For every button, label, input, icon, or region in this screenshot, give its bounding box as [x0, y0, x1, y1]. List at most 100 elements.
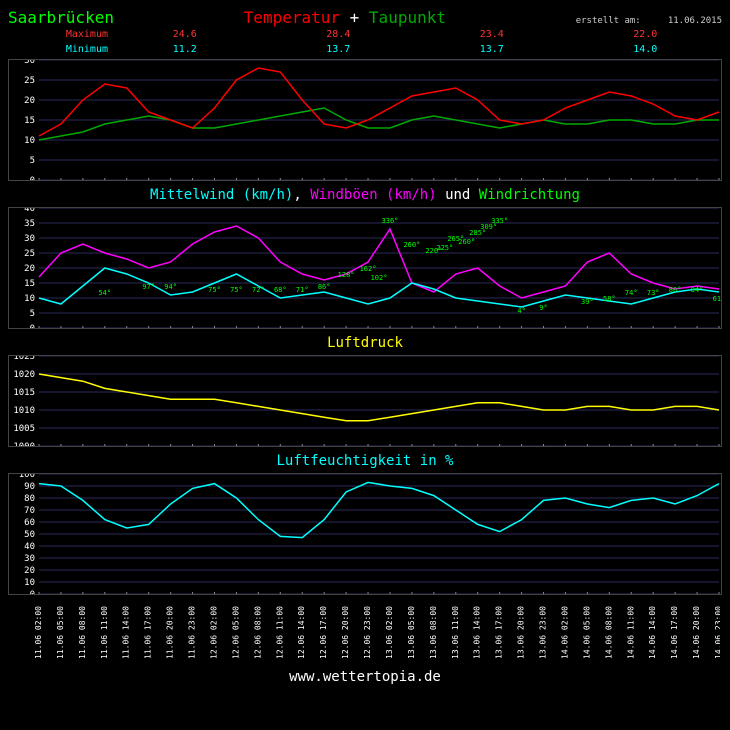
temp-chart: 0 5 10 15 20 25 30 [8, 59, 722, 181]
svg-text:13.06 14:00: 13.06 14:00 [473, 606, 482, 659]
svg-text:0: 0 [30, 176, 35, 180]
svg-text:4°: 4° [517, 307, 525, 315]
created: erstellt am: 11.06.2015 [576, 16, 722, 26]
svg-text:58°: 58° [603, 295, 616, 303]
svg-text:90: 90 [24, 482, 35, 492]
svg-text:14.06 14:00: 14.06 14:00 [648, 606, 657, 659]
svg-text:15: 15 [24, 116, 35, 126]
svg-text:14.06 05:00: 14.06 05:00 [582, 606, 591, 659]
svg-text:11.06 14:00: 11.06 14:00 [122, 606, 131, 659]
svg-text:1025: 1025 [13, 356, 35, 362]
svg-text:100: 100 [19, 474, 35, 480]
stats-max: Maximum 24.628.423.422.0 [8, 29, 722, 40]
svg-text:11.06 11:00: 11.06 11:00 [100, 606, 109, 659]
svg-text:12.06 17:00: 12.06 17:00 [319, 606, 328, 659]
location: Saarbrücken [8, 8, 114, 27]
svg-text:9°: 9° [539, 304, 547, 312]
svg-text:12.06 11:00: 12.06 11:00 [275, 606, 284, 659]
svg-text:25: 25 [24, 249, 35, 259]
svg-text:10: 10 [24, 294, 35, 304]
plus: + [350, 8, 360, 27]
dew-label: Taupunkt [369, 8, 446, 27]
pressure-chart: 1000 1005 1010 1015 1020 1025 [8, 355, 722, 447]
humidity-chart: 0102030405060708090100 [8, 473, 722, 595]
temp-label: Temperatur [244, 8, 340, 27]
svg-text:13.06 20:00: 13.06 20:00 [517, 606, 526, 659]
svg-text:13.06 23:00: 13.06 23:00 [539, 606, 548, 659]
svg-text:5: 5 [30, 156, 35, 166]
svg-text:14.06 17:00: 14.06 17:00 [670, 606, 679, 659]
svg-text:1000: 1000 [13, 442, 35, 446]
svg-text:20: 20 [24, 264, 35, 274]
svg-text:11.06 08:00: 11.06 08:00 [78, 606, 87, 659]
svg-text:75°: 75° [230, 286, 243, 294]
svg-text:102°: 102° [371, 274, 388, 282]
svg-text:68°: 68° [274, 286, 287, 294]
svg-text:12.06 23:00: 12.06 23:00 [363, 606, 372, 659]
svg-text:1015: 1015 [13, 388, 35, 398]
svg-text:11.06 20:00: 11.06 20:00 [166, 606, 175, 659]
svg-text:54°: 54° [98, 289, 111, 297]
stats-min: Minimum 11.213.713.714.0 [8, 44, 722, 55]
svg-text:162°: 162° [360, 265, 377, 273]
svg-text:225°: 225° [436, 244, 453, 252]
svg-text:5: 5 [30, 309, 35, 319]
svg-text:12.06 02:00: 12.06 02:00 [209, 606, 218, 659]
svg-text:73°: 73° [647, 289, 660, 297]
svg-text:94°: 94° [164, 283, 177, 291]
svg-text:86°: 86° [318, 283, 331, 291]
svg-text:35: 35 [24, 219, 35, 229]
svg-text:1020: 1020 [13, 370, 35, 380]
svg-text:336°: 336° [382, 217, 399, 225]
svg-text:30: 30 [24, 60, 35, 66]
svg-text:13.06 11:00: 13.06 11:00 [451, 606, 460, 659]
svg-text:10: 10 [24, 578, 35, 588]
svg-text:12.06 14:00: 12.06 14:00 [297, 606, 306, 659]
svg-text:75°: 75° [208, 286, 221, 294]
svg-text:13.06 05:00: 13.06 05:00 [407, 606, 416, 659]
svg-text:1005: 1005 [13, 424, 35, 434]
svg-text:20: 20 [24, 96, 35, 106]
svg-text:11.06 23:00: 11.06 23:00 [188, 606, 197, 659]
svg-text:15: 15 [24, 279, 35, 289]
x-axis: 11.06 02:0011.06 05:0011.06 08:0011.06 1… [8, 601, 720, 661]
header-center: Temperatur + Taupunkt [114, 8, 576, 27]
svg-text:39°: 39° [581, 298, 594, 306]
svg-text:14.06 20:00: 14.06 20:00 [692, 606, 701, 659]
svg-text:13.06 08:00: 13.06 08:00 [429, 606, 438, 659]
header: Saarbrücken Temperatur + Taupunkt erstel… [8, 8, 722, 27]
svg-text:86°: 86° [669, 286, 682, 294]
svg-text:97°: 97° [142, 283, 155, 291]
svg-text:12.06 20:00: 12.06 20:00 [341, 606, 350, 659]
svg-text:25: 25 [24, 76, 35, 86]
svg-text:260°: 260° [403, 241, 420, 249]
svg-text:12.06 08:00: 12.06 08:00 [253, 606, 262, 659]
svg-text:60: 60 [24, 518, 35, 528]
svg-text:13.06 17:00: 13.06 17:00 [495, 606, 504, 659]
wind-chart: 051015202530354054°97°94°75°75°72°68°71°… [8, 207, 722, 329]
svg-text:20: 20 [24, 566, 35, 576]
svg-text:11.06 05:00: 11.06 05:00 [56, 606, 65, 659]
footer: www.wettertopia.de [8, 669, 722, 685]
svg-text:335°: 335° [491, 217, 508, 225]
svg-text:30: 30 [24, 554, 35, 564]
svg-text:72°: 72° [252, 286, 265, 294]
svg-text:11.06 17:00: 11.06 17:00 [144, 606, 153, 659]
svg-text:40: 40 [24, 542, 35, 552]
svg-text:13.06 02:00: 13.06 02:00 [385, 606, 394, 659]
svg-text:14.06 23:00: 14.06 23:00 [714, 606, 720, 659]
svg-text:61°: 61° [713, 295, 721, 303]
max-label: Maximum [8, 29, 108, 40]
svg-text:40: 40 [24, 208, 35, 214]
svg-text:74°: 74° [625, 289, 638, 297]
svg-text:1010: 1010 [13, 406, 35, 416]
svg-text:71°: 71° [296, 286, 309, 294]
svg-text:0: 0 [30, 590, 35, 594]
svg-text:260°: 260° [458, 238, 475, 246]
svg-text:0: 0 [30, 324, 35, 328]
svg-text:14.06 08:00: 14.06 08:00 [604, 606, 613, 659]
wind-title: Mittelwind (km/h), Windböen (km/h) und W… [8, 187, 722, 203]
svg-text:10: 10 [24, 136, 35, 146]
svg-text:84°: 84° [691, 286, 704, 294]
svg-text:70: 70 [24, 506, 35, 516]
